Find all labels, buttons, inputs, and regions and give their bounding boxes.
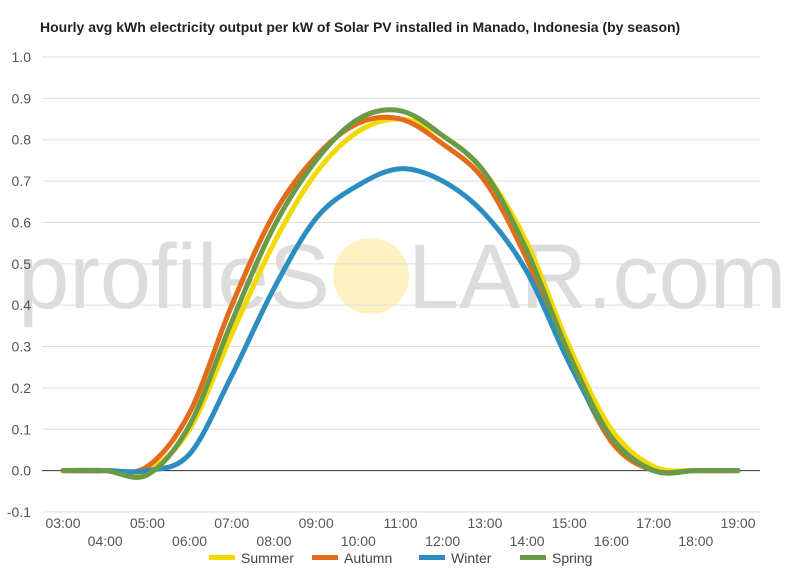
x-tick-label: 03:00 [45,515,80,531]
legend: Summer Autumn Winter Spring [209,550,592,566]
legend-swatch [312,555,338,560]
x-tick-label: 13:00 [467,515,502,531]
gridlines [42,56,760,513]
y-tick-label: 0.5 [12,256,32,272]
y-axis: 1.0 0.9 0.8 0.7 0.6 0.5 0.4 0.3 0.2 0.1 0.0 -0.1 [7,49,31,520]
y-tick-label: 0.4 [12,297,32,313]
watermark: profileS LAR.com [18,226,786,328]
legend-swatch [209,555,235,560]
x-tick-label: 19:00 [720,515,755,531]
watermark-sun-icon [333,238,409,314]
legend-label: Autumn [344,550,392,566]
x-tick-label: 07:00 [214,515,249,531]
watermark-text-right: LAR.com [408,226,786,328]
chart-title: Hourly avg kWh electricity output per kW… [40,19,681,35]
x-axis: 03:00 04:00 05:00 06:00 07:00 08:00 09:00 10:00… [45,515,755,549]
x-tick-label: 04:00 [88,533,123,549]
y-tick-label: 0.7 [12,173,32,189]
legend-item-spring: Spring [520,550,592,566]
x-tick-label: 12:00 [425,533,460,549]
x-tick-label: 11:00 [384,515,418,531]
series-line-spring [60,107,741,480]
legend-label: Winter [451,550,492,566]
y-tick-label: -0.1 [7,504,31,520]
series-line-autumn [60,114,741,476]
watermark-text-left: profileS [18,226,330,328]
series-lines [60,107,741,480]
y-tick-label: 0.8 [12,132,32,148]
y-tick-label: 0.1 [12,421,32,437]
y-tick-label: 0.9 [12,90,32,106]
y-tick-label: 0.6 [12,214,32,230]
x-tick-label: 17:00 [636,515,671,531]
legend-item-winter: Winter [419,550,492,566]
x-tick-label: 05:00 [130,515,165,531]
y-tick-label: 0.2 [12,380,32,396]
legend-swatch [419,555,445,560]
x-tick-label: 06:00 [172,533,207,549]
x-tick-label: 15:00 [552,515,587,531]
legend-item-summer: Summer [209,550,294,566]
x-tick-label: 18:00 [678,533,713,549]
x-tick-label: 14:00 [510,533,545,549]
y-tick-label: 0.3 [12,339,32,355]
x-tick-label: 10:00 [341,533,376,549]
legend-swatch [520,555,546,560]
legend-item-autumn: Autumn [312,550,392,566]
legend-label: Spring [552,550,592,566]
x-tick-label: 09:00 [299,515,334,531]
y-tick-label: 0.0 [12,463,32,479]
x-tick-label: 16:00 [594,533,629,549]
x-tick-label: 08:00 [256,533,291,549]
y-tick-label: 1.0 [12,49,32,65]
legend-label: Summer [241,550,294,566]
